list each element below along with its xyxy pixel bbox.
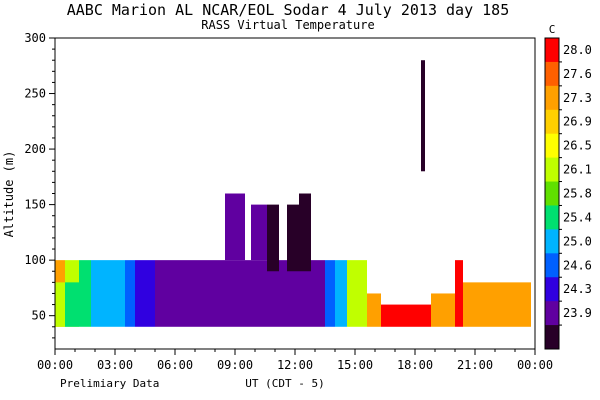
colorbar-label: 23.9 bbox=[563, 306, 592, 320]
colorbar-swatch bbox=[545, 205, 559, 230]
x-axis: 00:00 03:00 06:00 09:00 12:00 15:00 18:00 21:00… bbox=[37, 349, 553, 372]
y-tick-label: 300 bbox=[24, 31, 46, 45]
colorbar-swatch bbox=[545, 109, 559, 135]
colorbar-label: 26.1 bbox=[563, 163, 592, 177]
field-column-10 bbox=[335, 260, 347, 327]
field-column-16 bbox=[463, 282, 531, 327]
chart-subtitle: RASS Virtual Temperature bbox=[201, 18, 374, 32]
field-column-6 bbox=[125, 260, 135, 327]
field-column-4 bbox=[79, 260, 91, 327]
x-tick-label: 09:00 bbox=[217, 358, 253, 372]
colorbar-label: 25.4 bbox=[563, 210, 592, 224]
colorbar-label: 28.0 bbox=[563, 43, 592, 57]
x-tick-label: 06:00 bbox=[157, 358, 193, 372]
field-column-12 bbox=[367, 293, 381, 327]
field-column-5 bbox=[91, 260, 125, 327]
temperature-cells bbox=[225, 60, 425, 272]
colorbar-swatch bbox=[545, 157, 559, 183]
temperature-cell-2 bbox=[267, 204, 279, 272]
colorbar-label: 27.6 bbox=[563, 67, 592, 81]
field-column-15 bbox=[455, 260, 463, 327]
field-column-13 bbox=[381, 304, 431, 327]
colorbar-swatch bbox=[545, 277, 559, 302]
y-tick-label: 50 bbox=[32, 309, 46, 323]
colorbar-unit: C bbox=[549, 23, 556, 36]
x-tick-label: 03:00 bbox=[97, 358, 133, 372]
field-column-14 bbox=[431, 293, 455, 327]
field-column-7 bbox=[135, 260, 155, 327]
x-axis-label: UT (CDT - 5) bbox=[245, 377, 324, 390]
colorbar-label: 27.3 bbox=[563, 91, 592, 105]
x-tick-label: 00:00 bbox=[37, 358, 73, 372]
colorbar-swatch bbox=[545, 61, 559, 87]
colorbar: 28.0 27.6 27.3 26.9 26.5 26.1 25.8 25.4 25.0 24.6… bbox=[544, 37, 592, 350]
colorbar-frame bbox=[544, 37, 560, 350]
y-axis-label: Altitude (m) bbox=[2, 151, 16, 238]
temperature-cell-4 bbox=[299, 193, 311, 272]
y-tick-label: 150 bbox=[24, 198, 46, 212]
colorbar-swatch bbox=[545, 133, 559, 159]
colorbar-label: 24.6 bbox=[563, 258, 592, 272]
field-column-9 bbox=[325, 260, 335, 327]
temperature-cell-3 bbox=[287, 204, 299, 272]
colorbar-swatch bbox=[545, 325, 559, 350]
x-tick-label: 21:00 bbox=[457, 358, 493, 372]
x-tick-label: 12:00 bbox=[277, 358, 313, 372]
y-axis: 50 100 150 200 250 300 bbox=[24, 31, 55, 339]
chart-title: AABC Marion AL NCAR/EOL Sodar 4 July 201… bbox=[67, 1, 510, 19]
field-column-3 bbox=[65, 282, 79, 327]
temperature-cell-5 bbox=[421, 60, 425, 172]
preliminary-note: Prelimiary Data bbox=[60, 377, 159, 390]
colorbar-swatch bbox=[545, 38, 559, 63]
y-tick-label: 250 bbox=[24, 87, 46, 101]
colorbar-swatch bbox=[545, 253, 559, 278]
field-column-1 bbox=[55, 282, 65, 327]
colorbar-label: 26.5 bbox=[563, 139, 592, 153]
field-column-11 bbox=[347, 260, 367, 327]
x-tick-label: 15:00 bbox=[337, 358, 373, 372]
colorbar-label: 25.0 bbox=[563, 234, 592, 248]
colorbar-swatch bbox=[545, 229, 559, 254]
x-tick-label: 00:00 bbox=[517, 358, 553, 372]
colorbar-swatch bbox=[545, 301, 559, 326]
colorbar-swatch bbox=[545, 181, 559, 206]
colorbar-label: 26.9 bbox=[563, 115, 592, 129]
x-tick-label: 18:00 bbox=[397, 358, 433, 372]
colorbar-swatch bbox=[545, 85, 559, 111]
colorbar-label: 25.8 bbox=[563, 187, 592, 201]
temperature-cell-1 bbox=[251, 204, 267, 261]
temperature-cell-0 bbox=[225, 193, 245, 261]
colorbar-label: 24.3 bbox=[563, 282, 592, 296]
y-tick-label: 200 bbox=[24, 142, 46, 156]
y-tick-label: 100 bbox=[24, 253, 46, 267]
